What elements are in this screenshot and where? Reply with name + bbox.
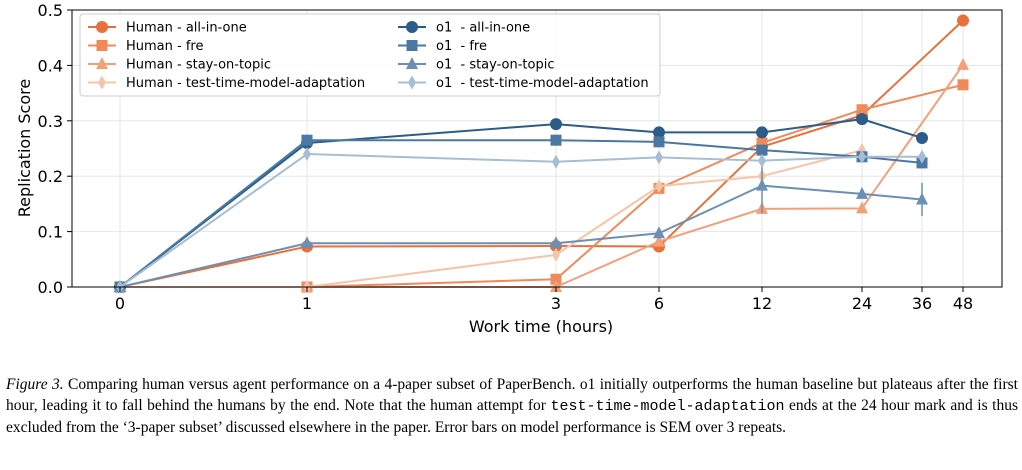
caption-code: test-time-model-adaptation: [550, 398, 785, 415]
x-tick-label: 1: [302, 294, 312, 313]
legend-marker: [98, 75, 106, 90]
legend-marker: [406, 21, 418, 33]
legend-marker: [96, 40, 108, 51]
series-line: [119, 139, 923, 288]
data-point: [550, 134, 562, 146]
data-point: [756, 178, 768, 191]
data-point: [756, 137, 768, 149]
legend-label: o1 - stay-on-topic: [436, 58, 555, 73]
legend-marker: [96, 21, 108, 33]
x-tick-label: 6: [654, 294, 664, 313]
data-point: [957, 57, 969, 70]
data-point: [758, 153, 766, 168]
data-point: [653, 226, 665, 239]
data-point: [303, 147, 311, 162]
plot-frame: [71, 9, 1003, 288]
replication-score-chart: 0 1 3 6 12 24 36 480.00.10.20.30.40.5 Human - a…: [15, 1, 1003, 336]
legend-marker: [408, 75, 416, 90]
y-tick-label: 0.2: [38, 167, 63, 186]
data-point: [858, 149, 866, 164]
legend-box: [79, 13, 661, 97]
data-point: [957, 14, 969, 27]
data-point: [756, 144, 768, 156]
legend-label: Human - fre: [126, 39, 203, 54]
legend-item: o1 - test-time-model-adaptation: [398, 75, 649, 91]
x-axis-title: Work time (hours): [469, 317, 613, 336]
x-tick-label: 24: [852, 294, 872, 313]
legend-item: Human - all-in-one: [88, 21, 247, 36]
data-point: [550, 236, 562, 249]
data-point: [856, 186, 868, 199]
figure-caption: Figure 3. Comparing human versus agent p…: [6, 374, 1018, 438]
legend-label: Human - stay-on-topic: [126, 58, 271, 73]
data-point: [856, 113, 868, 126]
data-point: [552, 247, 560, 262]
legend-item: Human - fre: [88, 39, 203, 54]
data-point: [916, 192, 928, 205]
y-tick-label: 0.5: [38, 1, 63, 20]
legend-marker: [406, 40, 418, 51]
y-tick-label: 0.3: [38, 112, 63, 131]
legend-label: o1 - fre: [436, 39, 487, 54]
data-point: [856, 201, 868, 214]
legend: Human - all-in-one Human - fre Human - sta…: [79, 13, 661, 97]
series-o1-diamond: [116, 147, 926, 294]
x-tick-label: 36: [912, 294, 932, 313]
data-point: [653, 126, 665, 139]
legend-item: Human - test-time-model-adaptation: [88, 75, 365, 91]
series-o1-triangle: [114, 157, 928, 292]
x-tick-label: 3: [551, 294, 561, 313]
y-tick-label: 0.0: [38, 278, 63, 297]
series-line: [120, 149, 863, 288]
data-point: [552, 154, 560, 169]
data-point: [301, 134, 313, 146]
data-point: [655, 150, 663, 165]
legend-marker: [96, 57, 108, 69]
data-point: [916, 131, 928, 144]
data-point: [918, 149, 926, 164]
data-point: [655, 179, 663, 194]
series-line: [119, 153, 922, 288]
y-tick-label: 0.4: [38, 56, 63, 75]
legend-label: Human - test-time-model-adaptation: [126, 76, 365, 91]
caption-text-2: ends at the 24 hour mark and is thus exc…: [6, 397, 1018, 436]
y-tick-label: 0.1: [38, 223, 63, 242]
legend-item: o1 - stay-on-topic: [398, 57, 555, 73]
legend-marker: [406, 57, 418, 69]
y-axis-title: Replication Score: [15, 79, 34, 217]
legend-label: o1 - test-time-model-adaptation: [436, 76, 649, 91]
data-point: [653, 234, 665, 247]
data-point: [550, 118, 562, 131]
data-point: [550, 273, 562, 285]
axes: 0 1 3 6 12 24 36 480.00.10.20.30.40.5: [38, 1, 1003, 313]
data-point: [856, 104, 868, 116]
x-tick-label: 48: [953, 294, 973, 313]
legend-label: o1 - all-in-one: [436, 21, 530, 36]
data-point: [301, 236, 313, 249]
caption-text-1: Comparing human versus agent performance…: [6, 376, 1018, 414]
legend-item: o1 - fre: [398, 39, 487, 54]
data-point: [653, 136, 665, 148]
data-point: [756, 126, 768, 139]
x-tick-label: 12: [752, 294, 772, 313]
legend-item: o1 - all-in-one: [398, 21, 530, 36]
x-tick-label: 0: [115, 294, 125, 313]
data-point: [957, 79, 969, 91]
series-human-diamond: [116, 143, 866, 294]
legend-label: Human - all-in-one: [126, 21, 247, 36]
caption-label: Figure 3.: [6, 376, 64, 393]
legend-item: Human - stay-on-topic: [88, 57, 271, 73]
data-point: [550, 280, 562, 292]
